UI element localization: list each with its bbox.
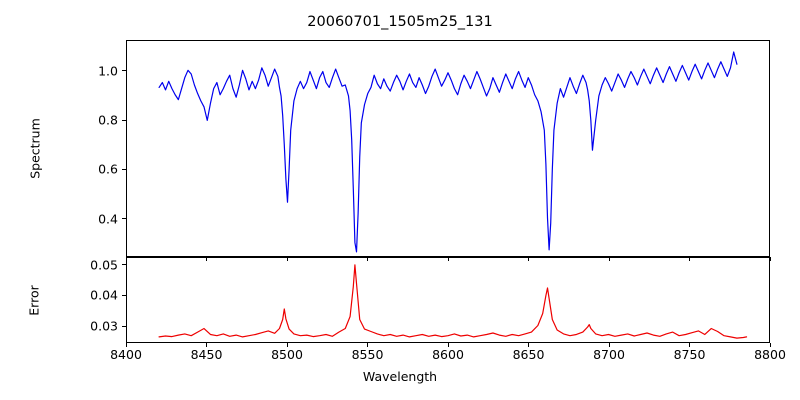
x-tick-mark (528, 343, 530, 347)
x-tick-label: 8500 (271, 347, 303, 362)
x-tick-mark-upper (367, 257, 369, 261)
y-spectrum-tick-mark (122, 218, 126, 220)
y-spectrum-tick-label: 1.0 (98, 63, 118, 79)
y-spectrum-tick-mark (122, 119, 126, 121)
spectrum-line-plot (127, 41, 769, 256)
x-tick-label: 8600 (432, 347, 464, 362)
x-tick-mark (608, 343, 610, 347)
y-error-tick-mark (122, 264, 126, 266)
x-tick-label: 8650 (512, 347, 545, 362)
spectrum-axes (126, 40, 770, 257)
x-tick-mark-upper (528, 257, 530, 261)
y-error-tick-label: 0.05 (90, 257, 118, 273)
y-spectrum-tick-mark (122, 70, 126, 72)
x-tick-mark (367, 343, 369, 347)
x-tick-label: 8450 (190, 347, 223, 362)
x-tick-mark-upper (769, 257, 771, 261)
x-tick-mark (206, 343, 208, 347)
y-spectrum-tick-label: 0.6 (98, 161, 118, 177)
x-tick-mark-upper (125, 257, 127, 261)
x-tick-mark-upper (206, 257, 208, 261)
y-spectrum-tick-label: 0.8 (98, 112, 118, 128)
x-tick-label: 8800 (754, 347, 786, 362)
x-tick-mark-upper (608, 257, 610, 261)
x-tick-mark (447, 343, 449, 347)
y-error-tick-label: 0.04 (90, 287, 118, 303)
x-tick-mark (769, 343, 771, 347)
y-axis-label-spectrum: Spectrum (27, 118, 43, 179)
error-axes (126, 257, 770, 343)
x-tick-label: 8700 (593, 347, 625, 362)
x-tick-mark-upper (689, 257, 691, 261)
y-axis-label-error: Error (26, 285, 42, 316)
x-axis-label: Wavelength (362, 369, 438, 384)
x-tick-mark (125, 343, 127, 347)
y-error-tick-mark (122, 294, 126, 296)
y-spectrum-tick-label: 0.4 (98, 211, 118, 227)
x-tick-mark (286, 343, 288, 347)
y-spectrum-tick-mark (122, 168, 126, 171)
y-error-tick-label: 0.03 (90, 318, 118, 334)
x-tick-label: 8550 (351, 347, 384, 362)
x-tick-mark-upper (447, 257, 449, 261)
x-tick-label: 8400 (110, 347, 142, 362)
error-line-plot (127, 258, 769, 342)
y-error-tick-mark (122, 325, 126, 327)
x-tick-label: 8750 (673, 347, 706, 362)
x-tick-mark (689, 343, 691, 347)
x-tick-mark-upper (286, 257, 288, 261)
page-title: 20060701_1505m25_131 (307, 14, 493, 30)
